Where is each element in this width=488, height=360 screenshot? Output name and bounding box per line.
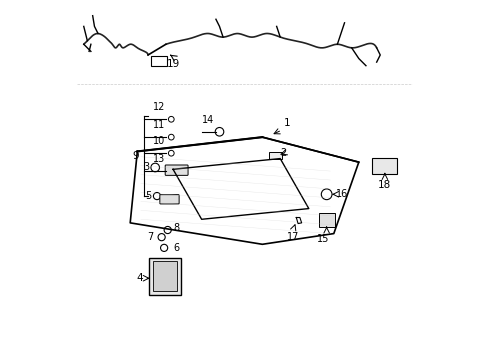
Text: 3: 3: [143, 162, 149, 172]
FancyBboxPatch shape: [148, 257, 181, 296]
Circle shape: [158, 234, 165, 241]
FancyBboxPatch shape: [318, 213, 334, 227]
Text: 5: 5: [145, 191, 151, 201]
Text: 14: 14: [201, 114, 213, 125]
Text: 2: 2: [280, 148, 286, 158]
Text: 13: 13: [153, 154, 165, 164]
Circle shape: [168, 116, 174, 122]
Circle shape: [168, 150, 174, 156]
Circle shape: [153, 193, 160, 200]
Text: 1: 1: [283, 118, 290, 128]
Text: 8: 8: [173, 223, 179, 233]
Text: 19: 19: [166, 59, 179, 68]
FancyBboxPatch shape: [160, 195, 179, 204]
Circle shape: [168, 134, 174, 140]
Circle shape: [321, 189, 331, 200]
Text: 15: 15: [316, 234, 328, 244]
Text: 4: 4: [136, 273, 142, 283]
Text: 7: 7: [147, 232, 153, 242]
Circle shape: [160, 244, 167, 251]
Text: 16: 16: [335, 189, 347, 199]
Circle shape: [168, 168, 174, 174]
Circle shape: [215, 127, 224, 136]
Text: 18: 18: [378, 180, 391, 190]
FancyBboxPatch shape: [165, 165, 188, 175]
Text: 10: 10: [153, 136, 165, 146]
FancyBboxPatch shape: [372, 158, 396, 174]
Text: 11: 11: [153, 120, 165, 130]
FancyBboxPatch shape: [268, 152, 282, 159]
Text: 6: 6: [173, 243, 179, 253]
Text: 12: 12: [153, 102, 165, 112]
Circle shape: [151, 163, 159, 172]
Text: 17: 17: [286, 232, 298, 242]
Circle shape: [164, 226, 171, 234]
Text: 9: 9: [132, 151, 139, 161]
FancyBboxPatch shape: [152, 261, 177, 292]
FancyBboxPatch shape: [151, 56, 166, 66]
